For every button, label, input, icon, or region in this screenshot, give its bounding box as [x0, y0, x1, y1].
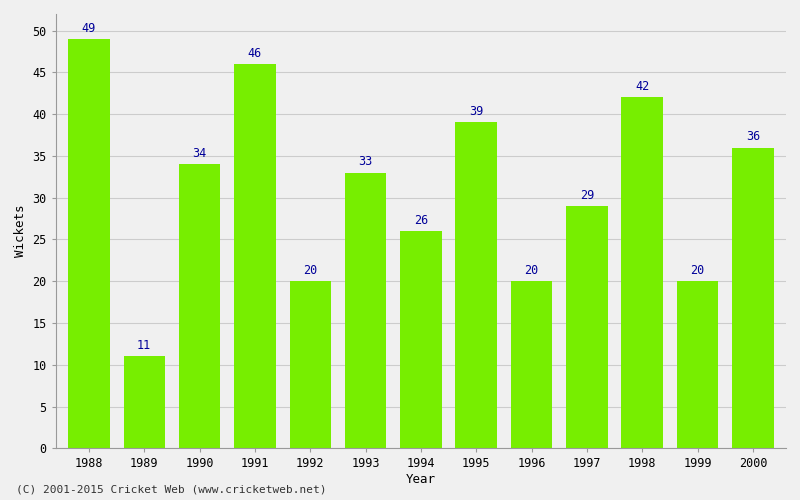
Text: 46: 46	[248, 47, 262, 60]
Bar	[179, 164, 220, 449]
Bar	[622, 98, 663, 448]
Bar	[290, 281, 331, 448]
Text: 29: 29	[580, 189, 594, 202]
Text: 20: 20	[303, 264, 318, 277]
Text: 34: 34	[193, 147, 206, 160]
Bar	[732, 148, 774, 449]
Bar	[123, 356, 165, 448]
Text: 11: 11	[137, 339, 151, 352]
Text: (C) 2001-2015 Cricket Web (www.cricketweb.net): (C) 2001-2015 Cricket Web (www.cricketwe…	[16, 485, 326, 495]
X-axis label: Year: Year	[406, 473, 436, 486]
Text: 20: 20	[525, 264, 538, 277]
Text: 26: 26	[414, 214, 428, 227]
Bar	[566, 206, 608, 448]
Bar	[345, 172, 386, 448]
Bar	[455, 122, 497, 448]
Text: 33: 33	[358, 156, 373, 168]
Bar	[68, 39, 110, 449]
Text: 39: 39	[469, 106, 483, 118]
Text: 20: 20	[690, 264, 705, 277]
Text: 49: 49	[82, 22, 96, 35]
Y-axis label: Wickets: Wickets	[14, 205, 27, 258]
Text: 42: 42	[635, 80, 650, 94]
Bar	[677, 281, 718, 448]
Bar	[234, 64, 276, 448]
Bar	[511, 281, 552, 448]
Bar	[400, 231, 442, 448]
Text: 36: 36	[746, 130, 760, 143]
